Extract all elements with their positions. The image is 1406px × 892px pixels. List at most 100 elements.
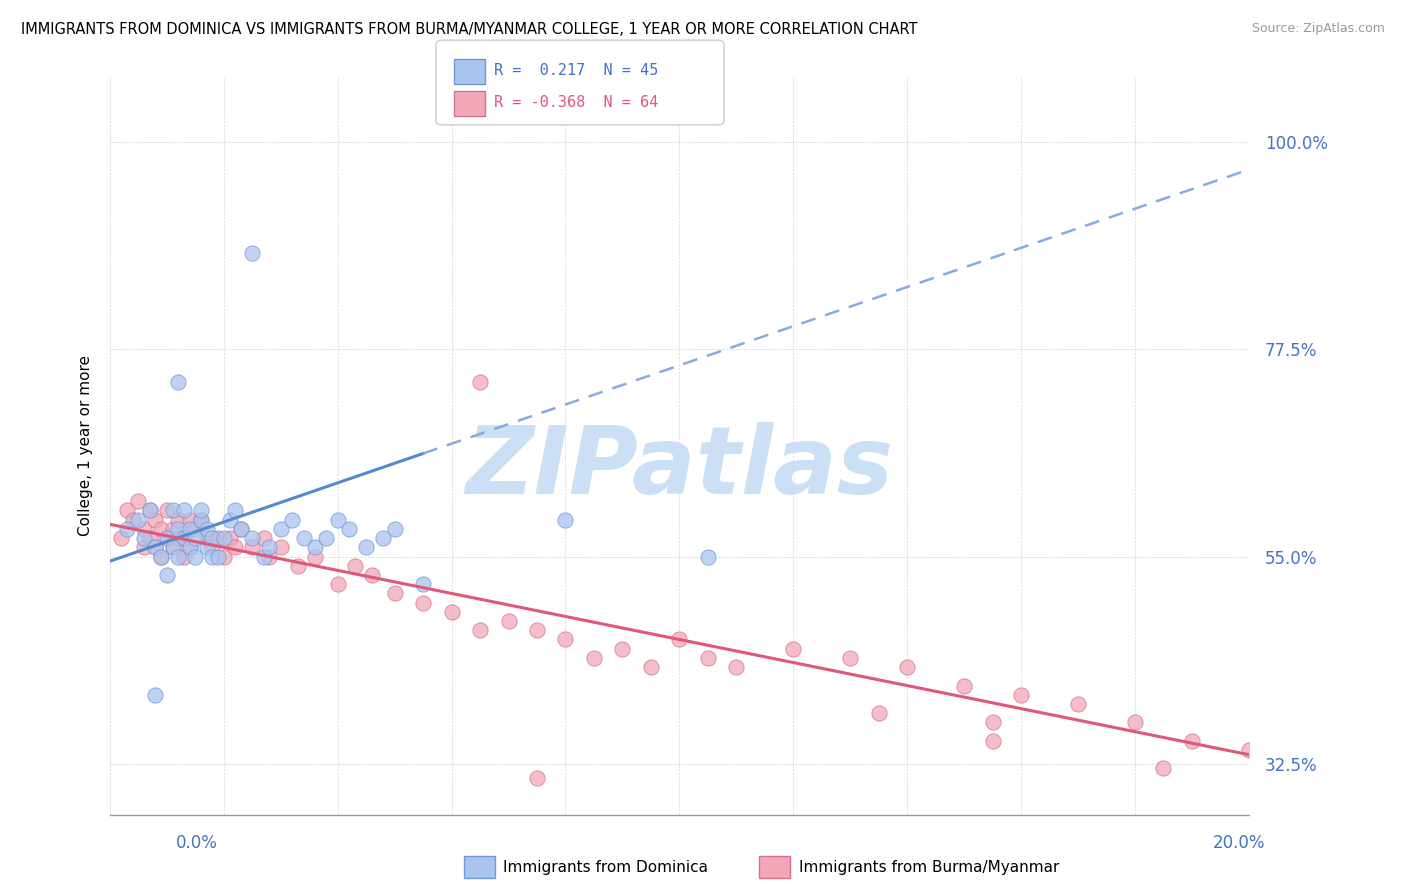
Point xyxy=(201,549,224,564)
Point xyxy=(167,531,190,545)
Point xyxy=(179,541,201,555)
Point xyxy=(201,531,224,545)
Point xyxy=(218,513,240,527)
Point xyxy=(132,531,155,545)
Point xyxy=(696,651,718,665)
Point xyxy=(554,632,576,647)
Point xyxy=(156,531,179,545)
Point xyxy=(259,549,281,564)
Text: R =  0.217  N = 45: R = 0.217 N = 45 xyxy=(494,63,658,78)
Point xyxy=(167,513,190,527)
Point xyxy=(115,503,138,517)
Point xyxy=(127,513,149,527)
Point xyxy=(526,771,548,785)
Point xyxy=(229,522,252,536)
Point xyxy=(292,531,315,545)
Point xyxy=(145,541,167,555)
Point xyxy=(868,706,890,721)
Point xyxy=(554,513,576,527)
Point xyxy=(725,660,748,674)
Point xyxy=(360,568,382,582)
Point xyxy=(132,522,155,536)
Point xyxy=(207,531,229,545)
Point xyxy=(354,541,377,555)
Point xyxy=(173,549,195,564)
Point xyxy=(953,679,976,693)
Point xyxy=(412,577,434,591)
Text: Immigrants from Burma/Myanmar: Immigrants from Burma/Myanmar xyxy=(799,860,1059,874)
Point xyxy=(224,541,246,555)
Point xyxy=(179,541,201,555)
Point xyxy=(179,522,201,536)
Point xyxy=(218,531,240,545)
Point xyxy=(1237,743,1260,757)
Text: IMMIGRANTS FROM DOMINICA VS IMMIGRANTS FROM BURMA/MYANMAR COLLEGE, 1 YEAR OR MOR: IMMIGRANTS FROM DOMINICA VS IMMIGRANTS F… xyxy=(21,22,918,37)
Point xyxy=(162,541,184,555)
Point xyxy=(468,375,491,389)
Point xyxy=(167,375,190,389)
Point xyxy=(270,541,292,555)
Point xyxy=(981,734,1004,748)
Text: 20.0%: 20.0% xyxy=(1213,834,1265,852)
Point xyxy=(195,531,218,545)
Point xyxy=(145,688,167,702)
Point xyxy=(412,596,434,610)
Point xyxy=(240,531,263,545)
Point xyxy=(190,503,212,517)
Point xyxy=(240,245,263,260)
Point xyxy=(212,531,235,545)
Point xyxy=(440,605,463,619)
Point xyxy=(139,503,162,517)
Point xyxy=(190,513,212,527)
Point xyxy=(270,522,292,536)
Point xyxy=(190,513,212,527)
Point xyxy=(195,541,218,555)
Point xyxy=(326,513,349,527)
Point xyxy=(156,568,179,582)
Point xyxy=(167,549,190,564)
Point xyxy=(240,541,263,555)
Point xyxy=(115,522,138,536)
Point xyxy=(132,541,155,555)
Point xyxy=(212,549,235,564)
Point xyxy=(839,651,862,665)
Text: 0.0%: 0.0% xyxy=(176,834,218,852)
Point xyxy=(156,531,179,545)
Point xyxy=(668,632,690,647)
Point xyxy=(253,549,276,564)
Point xyxy=(612,641,634,656)
Point xyxy=(150,522,173,536)
Point xyxy=(373,531,395,545)
Point xyxy=(127,494,149,508)
Point xyxy=(304,541,326,555)
Point xyxy=(150,549,173,564)
Point xyxy=(315,531,337,545)
Point xyxy=(696,549,718,564)
Point xyxy=(173,531,195,545)
Point xyxy=(162,503,184,517)
Point xyxy=(195,522,218,536)
Point xyxy=(179,513,201,527)
Point xyxy=(201,541,224,555)
Y-axis label: College, 1 year or more: College, 1 year or more xyxy=(79,356,93,536)
Point xyxy=(526,624,548,638)
Point xyxy=(287,558,309,573)
Point xyxy=(224,503,246,517)
Text: R = -0.368  N = 64: R = -0.368 N = 64 xyxy=(494,95,658,110)
Point xyxy=(896,660,918,674)
Point xyxy=(582,651,605,665)
Point xyxy=(145,513,167,527)
Point xyxy=(184,522,207,536)
Point xyxy=(468,624,491,638)
Point xyxy=(121,513,143,527)
Point xyxy=(184,549,207,564)
Point xyxy=(304,549,326,564)
Point xyxy=(229,522,252,536)
Point xyxy=(110,531,132,545)
Point xyxy=(498,614,520,628)
Point xyxy=(207,549,229,564)
Point xyxy=(150,549,173,564)
Point xyxy=(1123,715,1146,730)
Point xyxy=(173,503,195,517)
Point xyxy=(173,531,195,545)
